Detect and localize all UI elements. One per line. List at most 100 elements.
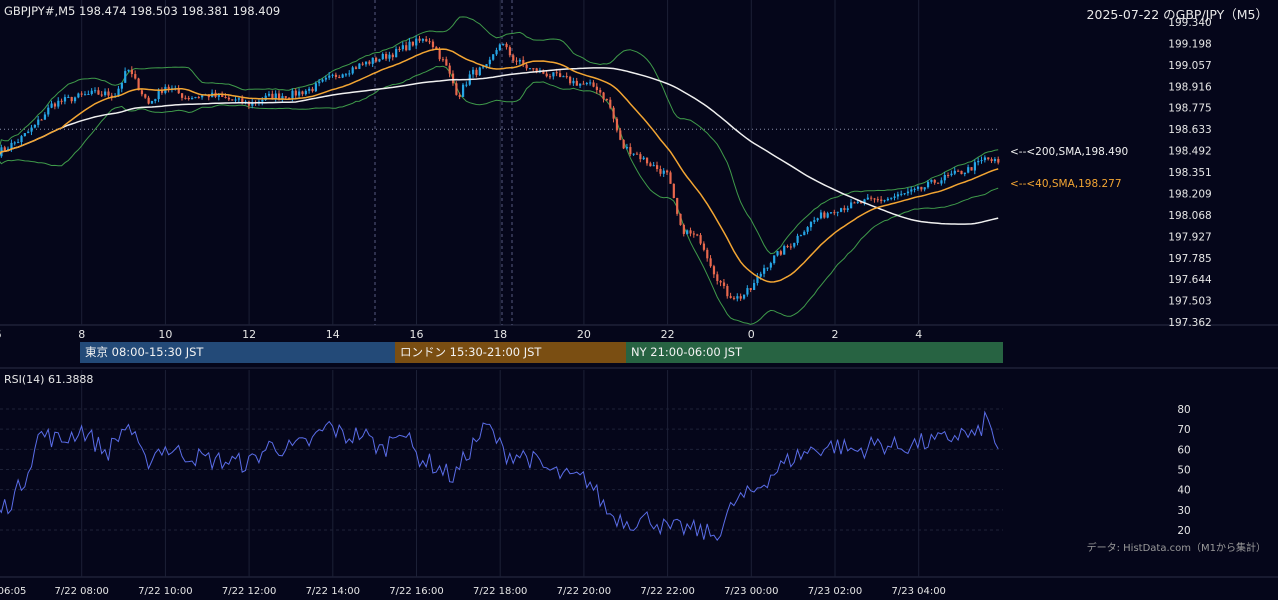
candle-body xyxy=(629,147,632,155)
candle-body xyxy=(659,169,662,174)
candle-body xyxy=(873,198,876,200)
candle-body xyxy=(338,77,341,79)
candle-body xyxy=(562,76,565,78)
candle-body xyxy=(686,230,689,234)
price-tick-label: 198.209 xyxy=(1168,189,1211,201)
candle-body xyxy=(177,88,180,94)
candle-body xyxy=(47,107,50,115)
candle-body xyxy=(505,43,508,48)
candle-body xyxy=(806,227,809,232)
candle-body xyxy=(696,234,699,236)
time-tick-label: 7/23 00:00 xyxy=(724,586,778,597)
candle-body xyxy=(893,196,896,198)
candle-body xyxy=(572,80,575,84)
candle-body xyxy=(789,246,793,248)
candle-body xyxy=(963,172,966,175)
candle-body xyxy=(558,73,562,77)
candle-body xyxy=(746,288,749,295)
candle-body xyxy=(716,274,719,281)
candle-body xyxy=(354,67,358,69)
candle-body xyxy=(843,208,846,210)
candle-body xyxy=(856,201,859,203)
candle-body xyxy=(261,99,264,102)
candle-body xyxy=(3,147,6,151)
rsi-tick-label: 30 xyxy=(1177,505,1190,517)
candle-body xyxy=(913,188,916,190)
candle-body xyxy=(799,235,803,237)
candle-body xyxy=(890,197,893,199)
candle-body xyxy=(385,54,388,59)
candle-body xyxy=(308,88,311,91)
candle-body xyxy=(783,246,786,255)
candle-body xyxy=(20,136,23,143)
candle-body xyxy=(451,73,455,84)
candle-body xyxy=(127,69,130,72)
candle-body xyxy=(569,76,572,84)
candle-body xyxy=(612,107,615,119)
candle-body xyxy=(472,69,475,75)
candle-body xyxy=(726,285,729,297)
candle-body xyxy=(809,221,813,228)
candle-body xyxy=(896,194,900,197)
candle-body xyxy=(364,61,368,65)
candle-body xyxy=(160,90,164,93)
candle-body xyxy=(656,165,659,170)
candle-body xyxy=(712,266,716,275)
candle-body xyxy=(916,186,920,189)
candle-body xyxy=(589,82,592,84)
candle-body xyxy=(301,91,304,95)
candle-body xyxy=(773,255,776,264)
candle-body xyxy=(495,50,498,55)
candle-body xyxy=(585,83,588,85)
candle-body xyxy=(702,243,706,250)
price-tick-label: 197.785 xyxy=(1168,253,1211,265)
candle-body xyxy=(706,249,709,259)
candle-body xyxy=(993,159,997,162)
time-tick-label: 7/22 14:00 xyxy=(306,586,360,597)
candle-body xyxy=(294,90,297,96)
axes: 6 8 10 12 14 16 18 20 22 0 2 4 199.340 199.198 199.057… xyxy=(0,17,1212,597)
session-london: ロンドン 15:30-21:00 JST xyxy=(395,342,626,363)
candle-body xyxy=(839,208,843,212)
candle-body xyxy=(719,280,722,283)
candle-body xyxy=(823,212,826,218)
candle-body xyxy=(522,59,525,65)
candle-body xyxy=(749,288,752,290)
candle-body xyxy=(990,159,993,162)
grid-lines xyxy=(0,0,1278,578)
time-tick-label: 7/22 16:00 xyxy=(389,586,443,597)
candle-body xyxy=(314,83,317,92)
bollinger-lower xyxy=(0,65,999,325)
candle-body xyxy=(391,54,394,58)
candle-body xyxy=(672,183,675,198)
candle-body xyxy=(321,79,324,82)
candle-body xyxy=(960,170,963,175)
candle-body xyxy=(251,102,254,106)
candle-body xyxy=(77,93,80,98)
candle-body xyxy=(201,95,204,98)
candle-body xyxy=(67,96,70,98)
candle-body xyxy=(351,67,354,74)
candle-body xyxy=(722,282,726,286)
candle-body xyxy=(903,193,906,195)
candle-body xyxy=(7,148,10,151)
candle-body xyxy=(100,94,103,96)
candle-body xyxy=(341,74,344,78)
price-tick-label: 199.198 xyxy=(1168,39,1211,51)
candle-body xyxy=(515,60,518,62)
x-tick-label: 4 xyxy=(915,328,922,341)
candle-body xyxy=(645,157,649,164)
time-tick-label: 7/22 12:00 xyxy=(222,586,276,597)
price-tick-label: 197.503 xyxy=(1168,296,1211,308)
time-tick-label: 7/22 10:00 xyxy=(138,586,192,597)
rsi-tick-label: 20 xyxy=(1177,525,1190,537)
candle-body xyxy=(475,69,478,76)
candle-body xyxy=(284,96,287,98)
price-tick-label: 198.775 xyxy=(1168,103,1211,115)
candle-body xyxy=(512,55,515,61)
price-tick-label: 198.492 xyxy=(1168,146,1211,158)
time-tick-label: 06:05 xyxy=(0,586,26,597)
candle-body xyxy=(237,98,241,100)
candle-body xyxy=(298,91,301,96)
x-tick-label: 10 xyxy=(158,328,172,341)
